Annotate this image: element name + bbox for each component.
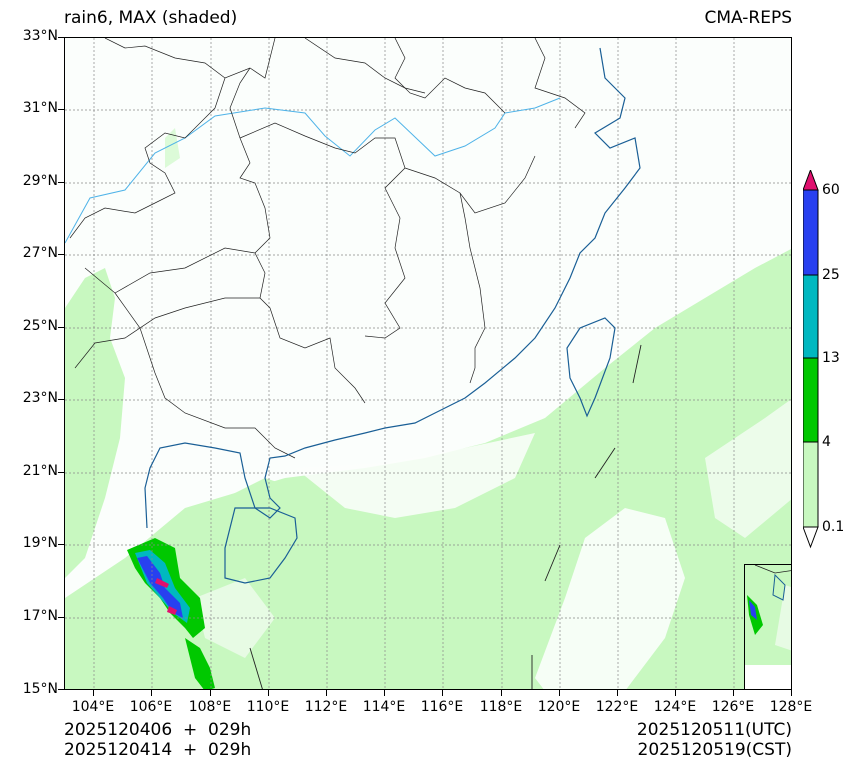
- y-tick-label: 29°N: [22, 173, 58, 189]
- x-tick-label: 122°E: [595, 699, 639, 715]
- hainan-island: [224, 507, 298, 584]
- heavy-rain-band: [127, 538, 215, 689]
- sea-border-segments: [249, 344, 642, 689]
- y-tick-mark: [58, 182, 64, 184]
- colorbar: [802, 168, 860, 550]
- x-tick-mark: [501, 690, 503, 696]
- map-canvas: [65, 38, 791, 689]
- x-tick-mark: [268, 690, 270, 696]
- x-tick-label: 120°E: [537, 699, 581, 715]
- x-tick-mark: [675, 690, 677, 696]
- x-tick-label: 126°E: [711, 699, 755, 715]
- colorbar-label-4: 4: [822, 434, 831, 450]
- y-tick-label: 17°N: [22, 608, 58, 624]
- colorbar-label-25: 25: [822, 267, 840, 283]
- y-tick-mark: [58, 617, 64, 619]
- y-tick-mark: [58, 327, 64, 329]
- inset-canvas: [745, 565, 791, 665]
- south-china-sea-inset: [744, 564, 791, 689]
- colorbar-label-13: 13: [822, 350, 840, 366]
- y-tick-label: 21°N: [22, 463, 58, 479]
- init-time-block: 2025120406 + 029h 2025120414 + 029h: [64, 720, 251, 760]
- x-tick-mark: [559, 690, 561, 696]
- x-tick-mark: [384, 690, 386, 696]
- x-tick-label: 108°E: [188, 699, 232, 715]
- y-tick-label: 31°N: [22, 100, 58, 116]
- x-tick-label: 118°E: [479, 699, 523, 715]
- x-tick-mark: [151, 690, 153, 696]
- y-tick-mark: [58, 689, 64, 691]
- colorbar-graphic: [802, 168, 819, 549]
- y-tick-label: 33°N: [22, 28, 58, 44]
- colorbar-label-0-1: 0.1: [822, 519, 845, 535]
- y-tick-mark: [58, 37, 64, 39]
- y-tick-label: 27°N: [22, 245, 58, 261]
- x-tick-mark: [93, 690, 95, 696]
- y-tick-label: 23°N: [22, 390, 58, 406]
- x-tick-label: 106°E: [129, 699, 173, 715]
- y-tick-mark: [58, 472, 64, 474]
- gridlines: [65, 38, 791, 689]
- model-source-label: CMA-REPS: [704, 8, 792, 28]
- x-tick-label: 114°E: [362, 699, 406, 715]
- yangtze-river: [65, 97, 561, 244]
- taiwan-island: [566, 317, 616, 418]
- y-tick-mark: [58, 399, 64, 401]
- x-tick-mark: [617, 690, 619, 696]
- y-tick-label: 25°N: [22, 318, 58, 334]
- x-tick-mark: [326, 690, 328, 696]
- x-tick-label: 128°E: [769, 699, 813, 715]
- colorbar-label-60: 60: [822, 182, 840, 198]
- x-tick-label: 112°E: [304, 699, 348, 715]
- y-tick-label: 19°N: [22, 535, 58, 551]
- valid-time-cst: 2025120519(CST): [637, 740, 792, 760]
- province-borders: [69, 38, 586, 459]
- x-tick-mark: [791, 690, 793, 696]
- chart-title: rain6, MAX (shaded): [64, 8, 238, 28]
- y-tick-mark: [58, 254, 64, 256]
- x-tick-label: 116°E: [420, 699, 464, 715]
- x-tick-mark: [442, 690, 444, 696]
- y-tick-mark: [58, 109, 64, 111]
- valid-time-utc: 2025120511(UTC): [636, 720, 792, 740]
- x-tick-label: 124°E: [653, 699, 697, 715]
- under-triangle: [802, 526, 819, 549]
- y-tick-mark: [58, 544, 64, 546]
- x-tick-mark: [210, 690, 212, 696]
- x-tick-label: 104°E: [71, 699, 115, 715]
- y-tick-label: 15°N: [22, 681, 58, 697]
- over-triangle: [802, 168, 819, 191]
- valid-time-block: 2025120511(UTC) 2025120519(CST): [637, 720, 792, 760]
- x-tick-mark: [733, 690, 735, 696]
- precipitation-map: [64, 37, 792, 690]
- coastline: [144, 47, 641, 584]
- x-tick-label: 110°E: [246, 699, 290, 715]
- init-time-cst: 2025120414 + 029h: [64, 740, 252, 760]
- init-time-utc: 2025120406 + 029h: [64, 720, 252, 740]
